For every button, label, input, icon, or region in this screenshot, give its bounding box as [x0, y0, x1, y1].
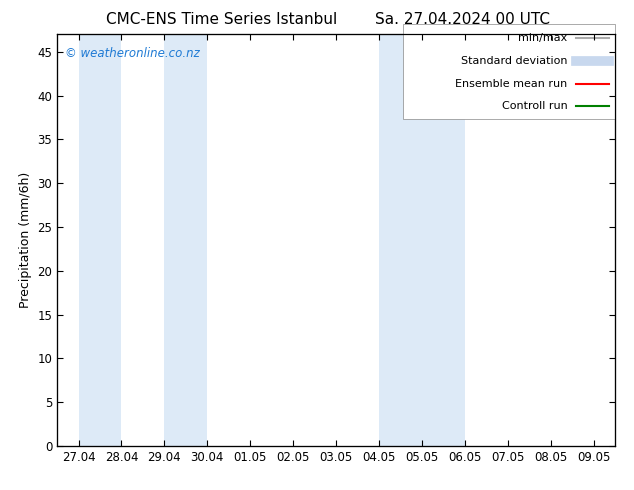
- Bar: [164, 34, 207, 446]
- Text: Controll run: Controll run: [501, 101, 567, 111]
- Text: Ensemble mean run: Ensemble mean run: [455, 79, 567, 89]
- Text: min/max: min/max: [519, 33, 567, 44]
- Bar: [79, 34, 122, 446]
- Text: Sa. 27.04.2024 00 UTC: Sa. 27.04.2024 00 UTC: [375, 12, 550, 27]
- Text: min/max: min/max: [519, 33, 567, 44]
- Text: Standard deviation: Standard deviation: [461, 56, 567, 66]
- Bar: [403, 24, 615, 119]
- Text: Standard deviation: Standard deviation: [461, 56, 567, 66]
- Text: © weatheronline.co.nz: © weatheronline.co.nz: [65, 47, 200, 60]
- Text: Controll run: Controll run: [501, 101, 567, 111]
- Text: Ensemble mean run: Ensemble mean run: [455, 79, 567, 89]
- Y-axis label: Precipitation (mm/6h): Precipitation (mm/6h): [19, 172, 32, 308]
- Bar: [379, 34, 465, 446]
- Text: CMC-ENS Time Series Istanbul: CMC-ENS Time Series Istanbul: [107, 12, 337, 27]
